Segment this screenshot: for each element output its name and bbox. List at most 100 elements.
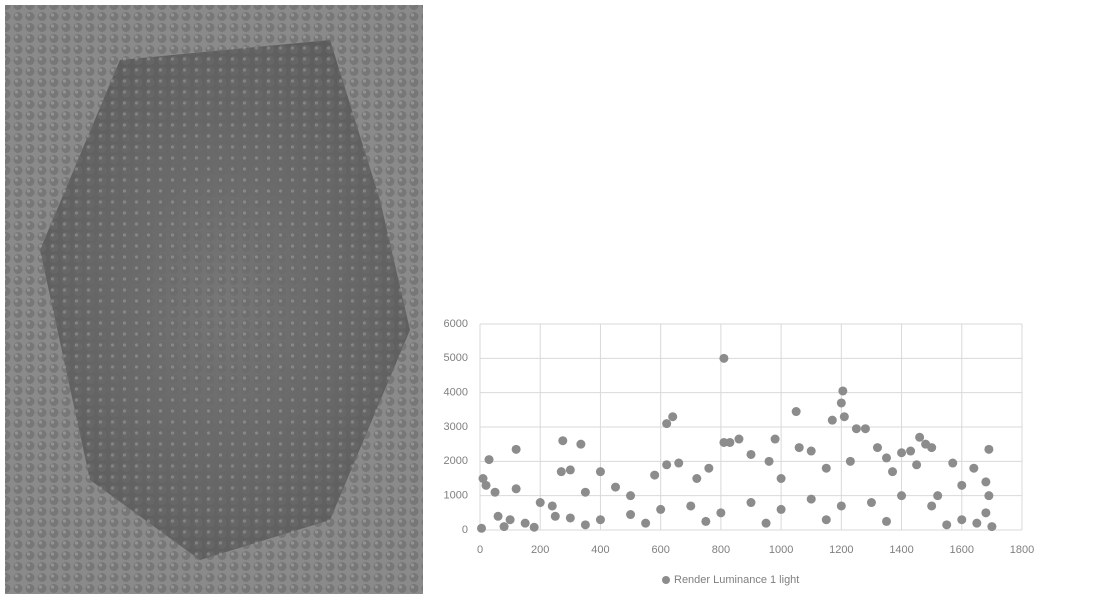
point — [662, 419, 671, 428]
x-tick-label: 1400 — [889, 544, 913, 556]
x-tick-label: 600 — [651, 544, 669, 556]
point — [626, 510, 635, 519]
y-tick-label: 0 — [462, 524, 468, 536]
point — [822, 464, 831, 473]
point — [506, 515, 515, 524]
point — [704, 464, 713, 473]
point — [807, 495, 816, 504]
point — [762, 519, 771, 528]
point — [512, 484, 521, 493]
point — [942, 520, 951, 529]
point — [485, 455, 494, 464]
point — [650, 471, 659, 480]
point — [897, 491, 906, 500]
point — [536, 498, 545, 507]
point — [957, 481, 966, 490]
point — [828, 416, 837, 425]
point — [927, 501, 936, 510]
point — [838, 386, 847, 395]
point — [482, 481, 491, 490]
x-tick-label: 0 — [477, 544, 483, 556]
point — [777, 474, 786, 483]
photo — [5, 5, 423, 594]
point — [873, 443, 882, 452]
x-tick-label: 1600 — [950, 544, 974, 556]
point — [581, 520, 590, 529]
point — [576, 440, 585, 449]
point — [792, 407, 801, 416]
point — [840, 412, 849, 421]
point — [852, 424, 861, 433]
point — [551, 512, 560, 521]
point — [882, 517, 891, 526]
point — [765, 457, 774, 466]
point — [747, 498, 756, 507]
point — [611, 483, 620, 492]
x-tick-label: 1800 — [1010, 544, 1034, 556]
point — [581, 488, 590, 497]
point — [981, 508, 990, 517]
point — [719, 438, 728, 447]
point — [984, 491, 993, 500]
point — [596, 467, 605, 476]
point — [566, 513, 575, 522]
point — [477, 524, 486, 533]
point — [491, 488, 500, 497]
point — [897, 448, 906, 457]
point — [777, 505, 786, 514]
y-tick-label: 1000 — [444, 490, 468, 502]
point — [984, 445, 993, 454]
point — [915, 433, 924, 442]
point — [882, 453, 891, 462]
point — [795, 443, 804, 452]
point — [548, 501, 557, 510]
point — [846, 457, 855, 466]
point — [692, 474, 701, 483]
x-tick-label: 1200 — [829, 544, 853, 556]
x-tick-label: 800 — [712, 544, 730, 556]
point — [662, 460, 671, 469]
point — [771, 435, 780, 444]
point — [668, 412, 677, 421]
point — [716, 508, 725, 517]
point — [530, 523, 539, 532]
point — [981, 477, 990, 486]
y-tick-label: 4000 — [444, 387, 468, 399]
point — [822, 515, 831, 524]
point — [521, 519, 530, 528]
point — [837, 398, 846, 407]
point — [719, 354, 728, 363]
point — [566, 465, 575, 474]
point — [626, 491, 635, 500]
point — [969, 464, 978, 473]
y-tick-label: 2000 — [444, 455, 468, 467]
y-tick-label: 3000 — [444, 421, 468, 433]
point — [500, 522, 509, 531]
point — [558, 436, 567, 445]
point — [494, 512, 503, 521]
point — [734, 435, 743, 444]
point — [512, 445, 521, 454]
point — [972, 519, 981, 528]
figure: 0100020003000400050006000020040060080010… — [0, 0, 1102, 596]
point — [933, 491, 942, 500]
point — [906, 447, 915, 456]
point — [674, 459, 683, 468]
point — [686, 501, 695, 510]
point — [957, 515, 966, 524]
point — [747, 450, 756, 459]
y-tick-label: 5000 — [444, 352, 468, 364]
point — [837, 501, 846, 510]
page: {"chart_data": {"type": "scatter", "x": … — [0, 0, 1102, 596]
point — [557, 467, 566, 476]
point — [948, 459, 957, 468]
point — [701, 517, 710, 526]
point — [807, 447, 816, 456]
y-tick-label: 6000 — [444, 318, 468, 330]
x-tick-label: 200 — [531, 544, 549, 556]
point — [641, 519, 650, 528]
point — [596, 515, 605, 524]
x-tick-label: 400 — [591, 544, 609, 556]
point — [921, 440, 930, 449]
legend-label: Render Luminance 1 light — [674, 574, 799, 586]
